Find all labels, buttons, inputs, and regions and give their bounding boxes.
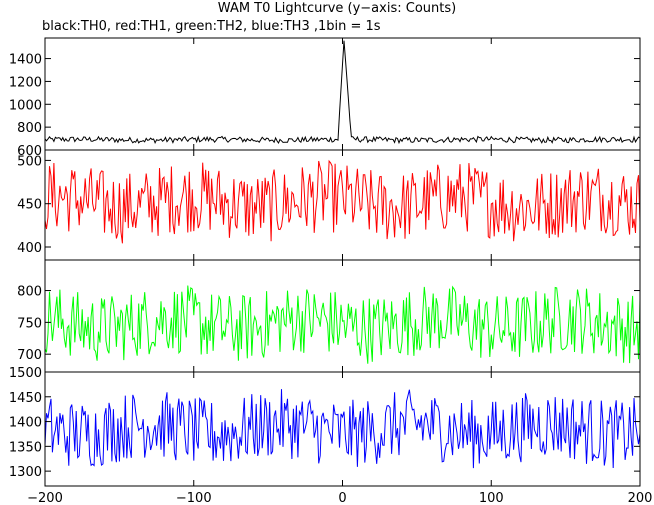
panel-frame-TH1 bbox=[44, 149, 641, 261]
x-tick-label: −100 bbox=[176, 491, 212, 505]
x-tick-label: 200 bbox=[628, 491, 653, 505]
y-tick-label-TH0: 800 bbox=[17, 121, 42, 136]
y-tick-label-TH0: 1400 bbox=[9, 53, 42, 68]
y-tick-label-TH1: 450 bbox=[17, 198, 42, 213]
y-tick-label-TH0: 1000 bbox=[9, 98, 42, 113]
panels-group: 6008001000120014004004505007007508001300… bbox=[9, 37, 653, 505]
y-tick-label-TH2: 750 bbox=[17, 316, 42, 331]
series-line-TH3 bbox=[45, 389, 640, 469]
y-tick-label-TH3: 1400 bbox=[9, 416, 42, 431]
y-tick-label-TH2: 800 bbox=[17, 285, 42, 300]
panel-frame-TH0 bbox=[44, 37, 641, 151]
chart-title: WAM T0 Lightcurve (y−axis: Counts) bbox=[218, 1, 456, 16]
y-tick-label-TH1: 500 bbox=[17, 154, 42, 169]
y-tick-label-TH0: 1200 bbox=[9, 75, 42, 90]
series-line-TH2 bbox=[45, 285, 640, 364]
series-line-TH1 bbox=[45, 159, 640, 244]
y-tick-label-TH1: 400 bbox=[17, 241, 42, 256]
y-tick-label-TH3: 1500 bbox=[9, 366, 42, 381]
y-tick-label-TH2: 700 bbox=[17, 348, 42, 363]
x-tick-label: 100 bbox=[479, 491, 504, 505]
x-tick-label: 0 bbox=[338, 491, 346, 505]
x-tick-label: −200 bbox=[27, 491, 63, 505]
y-tick-label-TH3: 1350 bbox=[9, 440, 42, 455]
y-tick-label-TH3: 1300 bbox=[9, 465, 42, 480]
y-tick-label-TH0: 600 bbox=[17, 144, 42, 159]
chart-subtitle: black:TH0, red:TH1, green:TH2, blue:TH3 … bbox=[42, 19, 381, 34]
series-line-TH0 bbox=[45, 40, 640, 145]
y-tick-label-TH3: 1450 bbox=[9, 391, 42, 406]
